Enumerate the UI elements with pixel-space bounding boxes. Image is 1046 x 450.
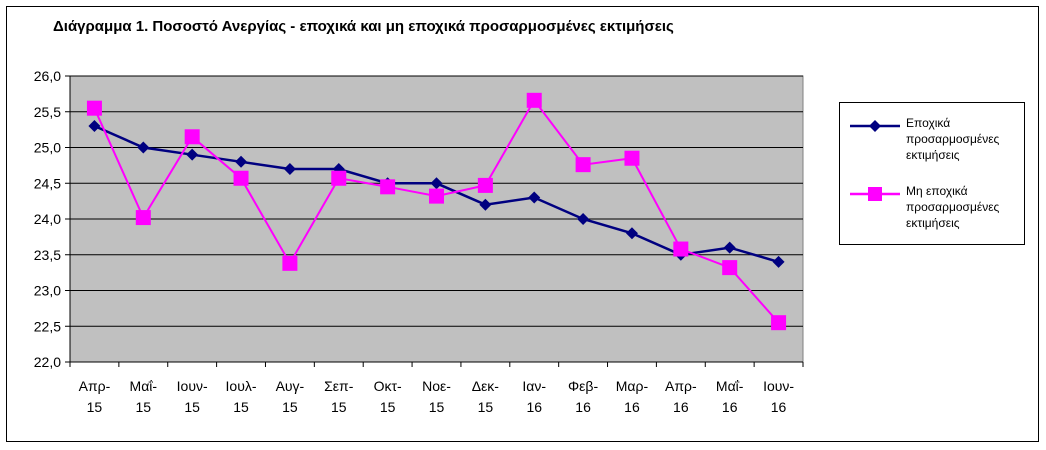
data-point-seasonal xyxy=(283,162,296,175)
data-point-seasonal xyxy=(88,120,101,133)
x-tick-label: 16 xyxy=(575,399,591,415)
y-tick-label: 23,0 xyxy=(34,283,61,299)
data-point-non-seasonal xyxy=(233,170,249,186)
legend-label-line: Μη εποχικά xyxy=(906,184,968,198)
data-point-seasonal xyxy=(577,213,590,225)
data-point-seasonal xyxy=(430,177,443,190)
x-tick-label: Ιουλ- xyxy=(226,378,257,394)
x-tick-label: 15 xyxy=(87,399,103,415)
x-tick-label: Απρ- xyxy=(79,378,111,394)
data-point-non-seasonal xyxy=(380,179,396,195)
data-point-non-seasonal xyxy=(771,315,787,331)
data-point-seasonal xyxy=(772,255,785,268)
data-point-seasonal xyxy=(186,148,199,161)
data-point-seasonal xyxy=(528,191,541,204)
x-tick-label: Σεπ- xyxy=(324,378,354,394)
data-point-non-seasonal xyxy=(282,255,298,271)
legend-swatch-seasonal xyxy=(850,120,900,132)
y-tick-label: 24,0 xyxy=(34,211,61,227)
y-tick-label: 24,5 xyxy=(34,175,61,191)
data-point-non-seasonal xyxy=(135,210,151,226)
x-tick-label: Ιαν- xyxy=(522,378,546,394)
x-tick-label: Μαΐ- xyxy=(130,378,158,394)
legend-label-line: εκτιμήσεις xyxy=(906,148,960,162)
legend-item-seasonal: Εποχικά προσαρμοσμένες εκτιμήσεις xyxy=(848,115,1023,171)
data-point-non-seasonal xyxy=(184,129,200,145)
x-tick-label: Μαρ- xyxy=(616,378,649,394)
x-tick-label: 15 xyxy=(380,399,396,415)
chart-legend: Εποχικά προσαρμοσμένες εκτιμήσεις Μη επο… xyxy=(839,102,1025,245)
chart-title: Διάγραμμα 1. Ποσοστό Ανεργίας - εποχικά … xyxy=(53,18,674,35)
x-tick-label: 16 xyxy=(722,399,738,415)
legend-swatch-non-seasonal xyxy=(850,187,900,201)
x-tick-label: Δεκ- xyxy=(472,378,500,394)
x-tick-label: Φεβ- xyxy=(568,378,598,394)
x-tick-label: Απρ- xyxy=(665,378,697,394)
x-tick-label: 16 xyxy=(526,399,542,415)
legend-item-non-seasonal: Μη εποχικά προσαρμοσμένες εκτιμήσεις xyxy=(848,183,1023,239)
x-tick-label: Νοε- xyxy=(422,378,451,394)
y-tick-label: 23,5 xyxy=(34,247,61,263)
data-point-non-seasonal xyxy=(429,188,444,204)
data-point-non-seasonal xyxy=(575,157,591,173)
data-point-non-seasonal xyxy=(526,92,542,108)
legend-label-line: προσαρμοσμένες xyxy=(906,132,1000,146)
legend-label-line: εκτιμήσεις xyxy=(906,216,960,230)
data-point-seasonal xyxy=(137,141,150,154)
x-tick-label: 16 xyxy=(771,399,787,415)
x-tick-label: 15 xyxy=(233,399,249,415)
y-tick-label: 25,0 xyxy=(34,140,61,156)
data-point-non-seasonal xyxy=(722,260,738,276)
y-tick-label: 22,0 xyxy=(34,354,61,370)
y-tick-label: 22,5 xyxy=(34,318,61,334)
data-point-non-seasonal xyxy=(477,177,493,193)
data-point-non-seasonal xyxy=(331,170,347,186)
data-point-seasonal xyxy=(235,155,248,168)
x-tick-label: Αυγ- xyxy=(276,378,305,394)
data-point-non-seasonal xyxy=(86,100,102,116)
x-tick-label: Μαΐ- xyxy=(716,378,744,394)
x-tick-label: Οκτ- xyxy=(374,378,402,394)
x-tick-label: 15 xyxy=(331,399,347,415)
x-tick-label: 16 xyxy=(673,399,689,415)
x-tick-label: 15 xyxy=(282,399,298,415)
y-tick-label: 25,5 xyxy=(34,104,61,120)
legend-label-line: Εποχικά xyxy=(906,116,951,130)
data-point-non-seasonal xyxy=(624,150,640,166)
x-tick-label: 16 xyxy=(624,399,640,415)
data-point-seasonal xyxy=(625,227,638,240)
legend-label-line: προσαρμοσμένες xyxy=(906,200,1000,214)
y-tick-label: 26,0 xyxy=(34,68,61,84)
x-tick-label: 15 xyxy=(478,399,494,415)
legend-label-seasonal: Εποχικά προσαρμοσμένες εκτιμήσεις xyxy=(906,115,1026,163)
data-point-seasonal xyxy=(723,241,736,254)
x-tick-label: 15 xyxy=(429,399,445,415)
data-point-seasonal xyxy=(479,198,492,211)
legend-label-non-seasonal: Μη εποχικά προσαρμοσμένες εκτιμήσεις xyxy=(906,183,1026,231)
x-tick-label: Ιουν- xyxy=(177,378,208,394)
x-tick-label: 15 xyxy=(136,399,152,415)
x-tick-label: 15 xyxy=(184,399,200,415)
x-tick-label: Ιουν- xyxy=(763,378,794,394)
data-point-non-seasonal xyxy=(673,241,689,257)
